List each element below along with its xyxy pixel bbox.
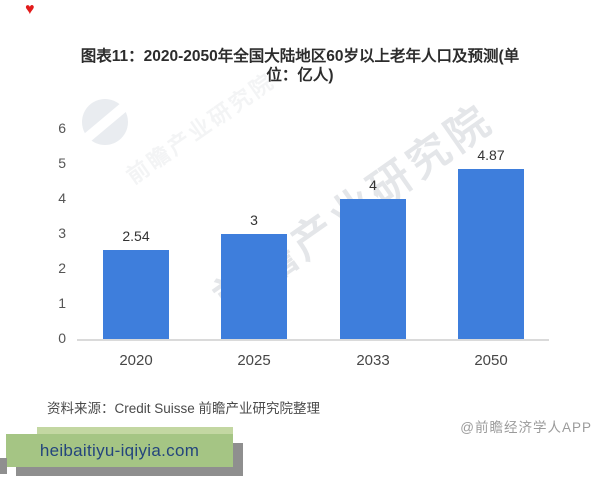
y-tick-label: 2 [58,260,66,276]
bar-value-label: 4 [369,177,377,193]
bar-value-label: 4.87 [477,147,505,163]
y-tick-label: 0 [58,330,66,346]
chart-title: 图表11：2020-2050年全国大陆地区60岁以上老年人口及预测(单 位：亿人… [20,47,580,85]
site-url-banner[interactable]: heibaitiyu-iqiyia.com [6,427,246,479]
bar-value-label: 3 [250,212,258,228]
bar [458,169,524,339]
y-tick-label: 1 [58,295,66,311]
bar [103,250,169,339]
y-tick-label: 6 [58,120,66,136]
watermark-swoosh-logo [82,99,128,145]
site-url[interactable]: heibaitiyu-iqiyia.com [39,440,200,460]
y-tick-label: 3 [58,225,66,241]
x-tick-label: 2025 [237,352,271,369]
bar-value-label: 2.54 [122,228,150,244]
source-note: 资料来源：Credit Suisse 前瞻产业研究院整理 [47,401,321,416]
site-url-banner-main[interactable]: heibaitiyu-iqiyia.com [6,434,233,467]
x-tick-label: 2033 [356,352,390,369]
bar [340,199,406,339]
banner-highlight-strip [37,427,233,436]
x-tick-label: 2020 [119,352,153,369]
chart-title-line1: 图表11：2020-2050年全国大陆地区60岁以上老年人口及预测(单 [80,48,520,65]
watermark-credit: @前瞻经济学人APP [460,420,592,435]
heart-icon: ♥ [25,1,35,18]
chart-title-line2: 位：亿人) [266,67,334,84]
y-tick-label: 5 [58,155,66,171]
x-tick-label: 2050 [474,352,508,369]
x-axis-line [77,339,549,341]
y-tick-label: 4 [58,190,66,206]
banner-corner-shadow [0,458,7,474]
bar [221,234,287,339]
